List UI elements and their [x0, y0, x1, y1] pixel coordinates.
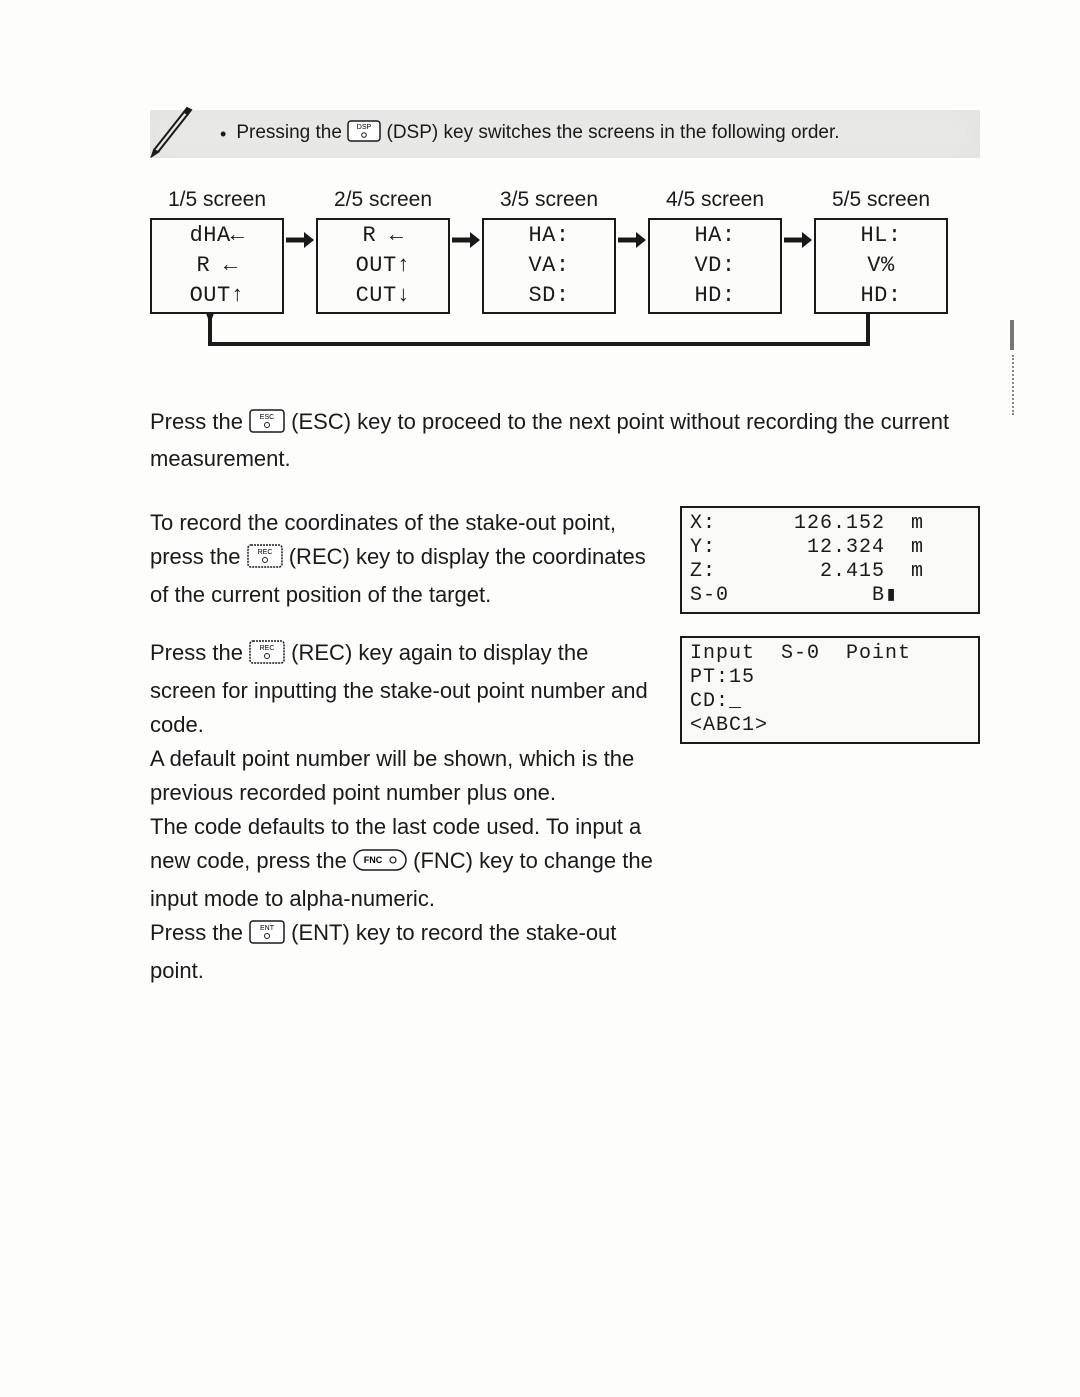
flow-screen-line: dHA←: [190, 221, 245, 251]
esc-text-before: Press the: [150, 409, 249, 434]
flow-screen-box: HL:V%HD:: [814, 218, 948, 314]
rec-block-1: To record the coordinates of the stake-o…: [150, 506, 980, 614]
note-bar: • Pressing the DSP (DSP) key switches th…: [150, 110, 980, 158]
scan-artifact: [1012, 355, 1014, 415]
note-text-after: (DSP) key switches the screens in the fo…: [387, 122, 840, 143]
dsp-key-icon: DSP: [347, 120, 381, 148]
flow-screen: 2/5 screen R ←OUT↑CUT↓: [316, 188, 450, 314]
svg-text:DSP: DSP: [357, 124, 372, 131]
flow-screen-box: HA:VA:SD:: [482, 218, 616, 314]
flow-screen-title: 5/5 screen: [832, 188, 930, 212]
tail-t3-before: Press the: [150, 920, 249, 945]
flow-screen-line: VD:: [694, 251, 735, 281]
rec2-before: Press the: [150, 640, 249, 665]
flow-arrow-icon: [782, 188, 814, 254]
svg-text:ESC: ESC: [260, 414, 274, 421]
flow-screen-line: HA:: [694, 221, 735, 251]
scan-artifact: [1010, 320, 1014, 350]
flow-screen-line: OUT↑: [190, 281, 245, 311]
svg-text:ENT: ENT: [260, 925, 275, 932]
bullet-icon: •: [220, 125, 226, 143]
flow-screen-line: HD:: [860, 281, 901, 311]
flow-screen: 5/5 screen HL:V%HD:: [814, 188, 948, 314]
tail-t1: A default point number will be shown, wh…: [150, 746, 634, 805]
flow-screen-box: HA:VD:HD:: [648, 218, 782, 314]
flow-screen-line: HL:: [860, 221, 901, 251]
rec-block-2: Press the REC (REC) key again to display…: [150, 636, 980, 988]
rec2-and-tail-text: Press the REC (REC) key again to display…: [150, 636, 660, 988]
flow-screen-line: R ←: [362, 221, 403, 251]
flow-screen-line: R ←: [196, 251, 237, 281]
flow-screen-title: 4/5 screen: [666, 188, 764, 212]
flow-screen-title: 2/5 screen: [334, 188, 432, 212]
pencil-icon: [142, 98, 202, 158]
flow-screen-title: 1/5 screen: [168, 188, 266, 212]
screen-flow-diagram: 1/5 screendHA←R ←OUT↑ 2/5 screenR ←OUT↑C…: [150, 188, 980, 379]
page-root: • Pressing the DSP (DSP) key switches th…: [0, 0, 1080, 1397]
rec-key-icon: REC: [247, 544, 283, 578]
flow-screen-line: SD:: [528, 281, 569, 311]
flow-screen: 3/5 screen HA:VA:SD:: [482, 188, 616, 314]
flow-screen-line: HA:: [528, 221, 569, 251]
esc-paragraph: Press the ESC (ESC) key to proceed to th…: [150, 405, 970, 476]
lcd-panel-input: Input S-0 Point PT:15 CD:_ <ABC1>: [680, 636, 980, 744]
flow-screen-box: R ←OUT↑CUT↓: [316, 218, 450, 314]
flow-screen-line: CUT↓: [356, 281, 411, 311]
flow-screen: 1/5 screen dHA←R ←OUT↑: [150, 188, 284, 314]
flow-screen: 4/5 screen HA:VD:HD:: [648, 188, 782, 314]
ent-key-icon: ENT: [249, 920, 285, 954]
rec1-text: To record the coordinates of the stake-o…: [150, 506, 660, 612]
flow-screen-title: 3/5 screen: [500, 188, 598, 212]
svg-text:REC: REC: [257, 549, 272, 556]
rec-key-icon: REC: [249, 640, 285, 674]
flow-arrow-icon: [450, 188, 482, 254]
flow-return-arrow: [150, 314, 930, 374]
note-text-before: Pressing the: [236, 122, 347, 143]
flow-arrow-icon: [616, 188, 648, 254]
note-text: Pressing the DSP (DSP) key switches the …: [236, 120, 839, 148]
fnc-key-icon: FNC: [353, 847, 407, 881]
esc-key-icon: ESC: [249, 409, 285, 442]
flow-screen-line: HD:: [694, 281, 735, 311]
flow-arrow-icon: [284, 188, 316, 254]
lcd-panel-coords: X: 126.152 m Y: 12.324 m Z: 2.415 m S-0 …: [680, 506, 980, 614]
flow-screen-line: OUT↑: [356, 251, 411, 281]
flow-screen-line: V%: [867, 251, 894, 281]
flow-screen-line: VA:: [528, 251, 569, 281]
svg-text:REC: REC: [260, 645, 275, 652]
svg-text:FNC: FNC: [364, 855, 383, 865]
flow-screen-box: dHA←R ←OUT↑: [150, 218, 284, 314]
